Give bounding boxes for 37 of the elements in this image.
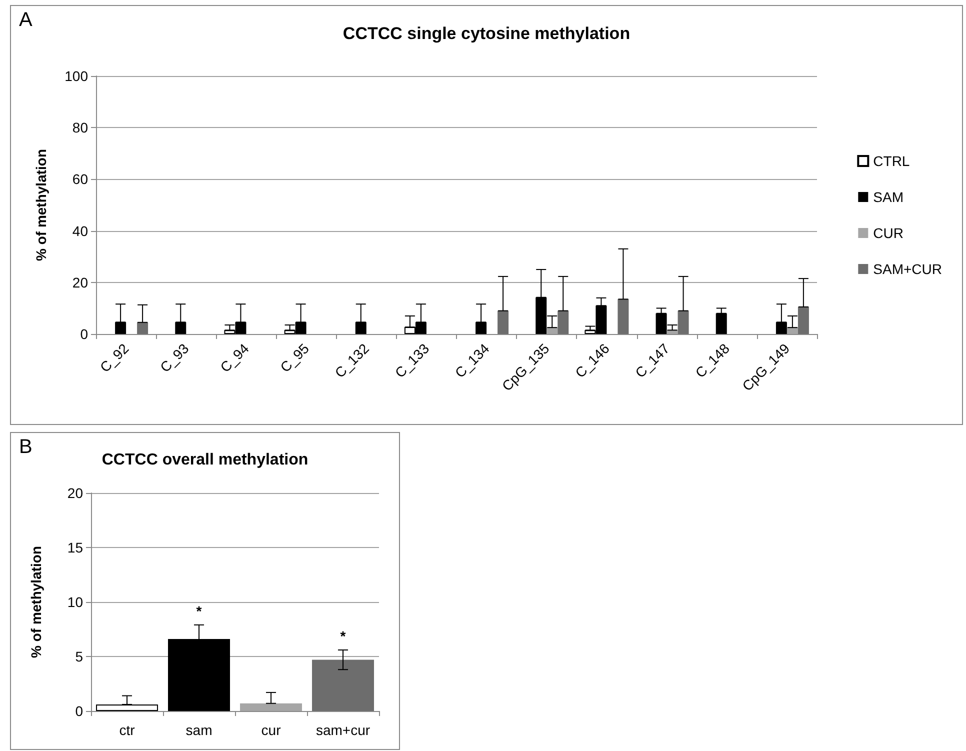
y-tick-label: 60 [72, 171, 88, 188]
bar [312, 660, 374, 711]
annotation: * [196, 602, 202, 619]
bar [546, 328, 558, 334]
y-tick-label: 100 [64, 68, 88, 84]
bar [498, 310, 509, 334]
y-axis-title: % of methylation [33, 148, 49, 262]
x-tick-label: sam+cur [316, 722, 370, 738]
y-tick-label: 40 [72, 222, 88, 239]
legend-label: CTRL [873, 153, 910, 169]
y-tick-label: 10 [67, 594, 84, 610]
bar [786, 328, 798, 334]
y-tick-label: 20 [72, 274, 88, 290]
text: B [19, 436, 32, 458]
legend-label: CUR [873, 225, 904, 241]
bar [618, 299, 629, 334]
chart-title: CCTCC single cytosine methylation [342, 24, 630, 43]
x-tick-label: ctr [119, 722, 136, 738]
bar [137, 322, 148, 334]
bar [240, 703, 302, 711]
y-tick-label: 20 [67, 485, 84, 501]
bar [798, 306, 809, 334]
x-tick-label: sam [186, 722, 212, 738]
y-tick-label: 80 [72, 120, 88, 136]
y-tick-label: 5 [75, 648, 84, 664]
x-tick-label: cur [261, 722, 282, 738]
y-tick-label: 0 [75, 703, 84, 719]
legend-label: SAM [873, 189, 904, 205]
bar [558, 310, 569, 334]
bar [678, 310, 689, 334]
annotation: * [340, 628, 346, 644]
y-axis-title: % of methylation [28, 546, 44, 658]
text: A [19, 9, 33, 31]
chart-title: CCTCC overall methylation [102, 452, 308, 468]
legend-label: SAM+CUR [873, 261, 942, 277]
y-tick-label: 0 [80, 326, 88, 342]
y-tick-label: 15 [67, 540, 84, 556]
